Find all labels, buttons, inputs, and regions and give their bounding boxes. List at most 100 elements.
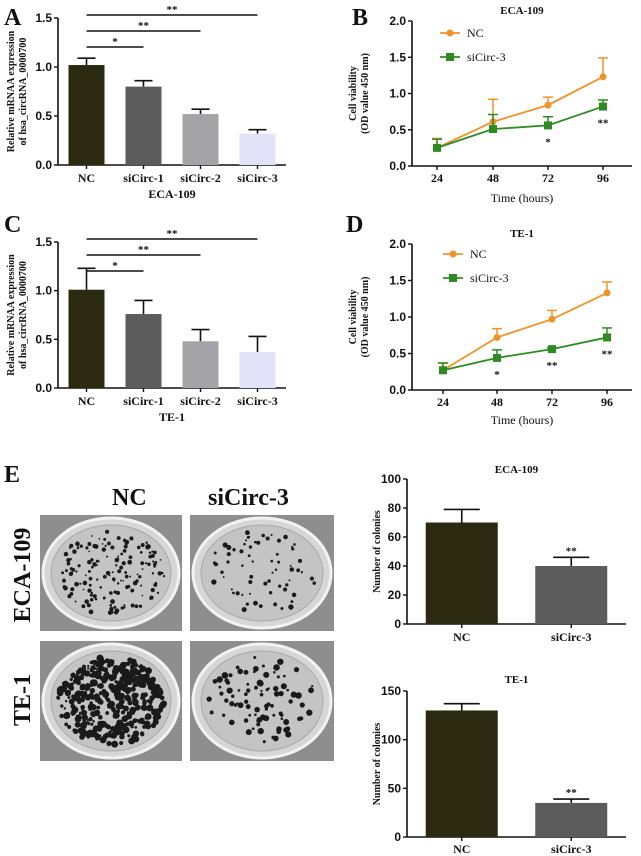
colony-dot [65, 569, 68, 573]
colony-dot [253, 656, 257, 660]
significance-label: ** [566, 545, 578, 557]
colony-dot [69, 567, 73, 571]
colony-dot [68, 698, 75, 705]
chart-c-2: 0.0 0.5 1.0 1.5 Relative mRNAA expression of … [6, 228, 286, 424]
colony-dot [270, 703, 274, 708]
x-tick-label: siCirc-2 [180, 171, 220, 185]
colony-dot [82, 667, 87, 671]
colony-dot [248, 713, 252, 717]
colony-dot [102, 667, 109, 673]
colony-dot [105, 711, 110, 715]
colony-dot [88, 576, 93, 581]
colony-dot [152, 562, 157, 567]
colony-dot [60, 704, 64, 708]
colony-dot [145, 544, 151, 550]
y-tick-label: 40 [388, 559, 402, 573]
significance-label: * [112, 36, 118, 48]
colony-dot [271, 571, 274, 574]
colony-dot [114, 608, 120, 614]
y-tick-label: 100 [381, 733, 401, 747]
colony-dot [248, 545, 253, 549]
colony-dot [99, 675, 104, 680]
colony-dot [129, 672, 133, 676]
colony-dot [56, 695, 60, 700]
colony-dot [148, 699, 153, 704]
data-point [544, 101, 552, 109]
colony-dot [106, 555, 109, 558]
colony-dot [296, 568, 301, 573]
colony-dot [98, 734, 102, 738]
colony-dot [128, 555, 133, 560]
colony-dot [267, 579, 271, 583]
colony-dot [61, 571, 65, 575]
colony-dot [97, 700, 101, 704]
y-axis-label: of hsa_circRNA_0000700 [18, 38, 29, 146]
colony-dot [136, 545, 141, 550]
colony-dot [277, 538, 281, 543]
bar-sicirc-3 [535, 566, 608, 624]
colony-dot [124, 571, 128, 575]
colony-dot [114, 680, 118, 684]
colony-dot [306, 709, 313, 716]
colony-dot [114, 690, 118, 694]
colony-dot [120, 606, 124, 610]
colony-dot [233, 703, 238, 707]
colony-dot [309, 576, 314, 581]
colony-dot [259, 692, 264, 697]
colony-dot [84, 670, 89, 675]
colony-dot [290, 600, 294, 604]
colony-dot [79, 690, 84, 695]
colony-dot [134, 725, 138, 729]
colony-dot [138, 665, 142, 668]
colony-dot [243, 718, 249, 723]
series-nc [438, 281, 612, 374]
colony-dot [103, 537, 107, 541]
colony-dot [84, 694, 92, 701]
colony-dot [156, 687, 163, 694]
y-tick-label: 2.0 [389, 237, 406, 251]
colony-dot [142, 699, 147, 704]
colony-dot [82, 588, 85, 591]
colony-dot [228, 719, 235, 726]
colony-dot [244, 692, 248, 697]
colony-dot [122, 548, 127, 553]
colony-dot [291, 592, 297, 598]
y-tick-label: 1.0 [389, 310, 406, 324]
x-tick-label: 72 [542, 171, 554, 185]
colony-dot [299, 702, 305, 708]
colony-dot [85, 546, 89, 550]
colony-dot [253, 540, 257, 544]
colony-dot [283, 727, 289, 733]
bar-sicirc-3 [535, 802, 608, 837]
chart-e-5: 0 50 100 150 Number of colonies TE-1 NC siCirc-… [372, 674, 626, 856]
series-sicirc-3 [432, 99, 608, 152]
legend-marker [446, 29, 454, 37]
colony-dot [206, 696, 212, 702]
colony-dot [127, 657, 133, 663]
colony-dot [297, 558, 302, 563]
y-tick-label: 1.5 [35, 235, 52, 249]
significance-label: ** [566, 787, 578, 799]
colony-dot [108, 730, 112, 734]
colony-col-label-sicirc3: siCirc-3 [208, 485, 289, 511]
colony-dot [123, 662, 126, 666]
dish-eca109-nc [40, 515, 182, 631]
colony-dot [86, 734, 91, 739]
panel-label-d: D [346, 212, 363, 238]
panel-label-b: B [352, 5, 368, 31]
colony-dot [246, 682, 250, 686]
colony-dot [114, 684, 120, 690]
colony-dot [97, 682, 104, 689]
colony-dot [140, 731, 145, 736]
significance-label: * [545, 136, 551, 148]
colony-dot [273, 670, 276, 674]
x-axis-label: Time (hours) [491, 413, 554, 427]
colony-dot [79, 544, 83, 548]
colony-dot [283, 534, 288, 540]
significance-label: * [494, 369, 500, 381]
colony-dot [121, 723, 127, 728]
colony-dot [84, 574, 87, 577]
data-point [489, 125, 497, 134]
bar-sicirc-2 [182, 114, 219, 165]
